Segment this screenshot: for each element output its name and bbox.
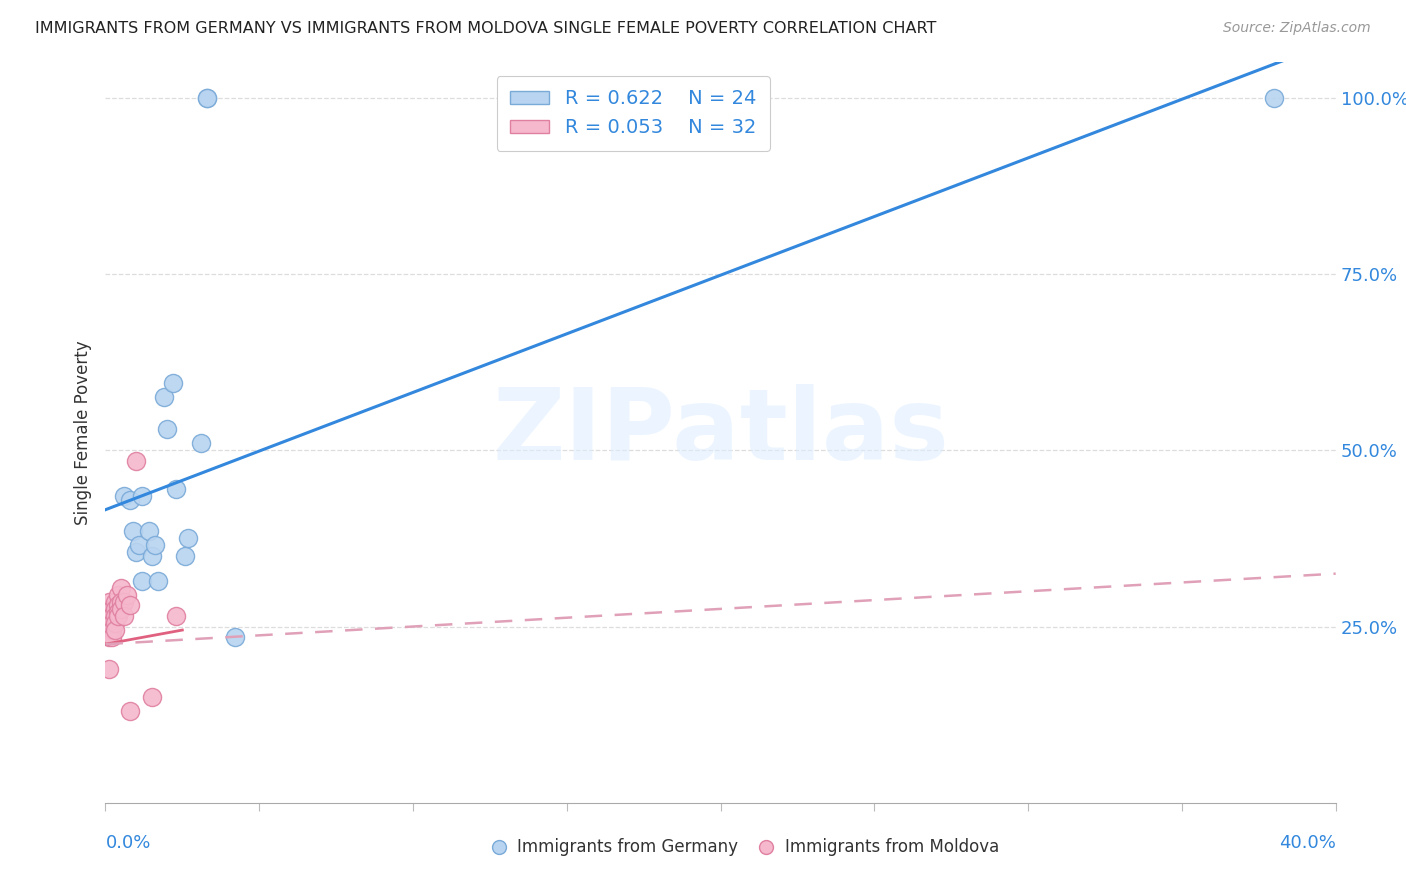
Point (107, 606, 129, 620)
Text: Immigrants from Germany: Immigrants from Germany (517, 838, 738, 856)
Point (141, 549, 163, 563)
Legend: R = 0.622    N = 24, R = 0.053    N = 32: R = 0.622 N = 24, R = 0.053 N = 32 (496, 76, 769, 151)
Point (174, 549, 197, 563)
Point (224, 630, 246, 644)
Point (143, 538, 166, 552)
Point (122, 524, 145, 539)
Point (146, 574, 169, 588)
Text: IMMIGRANTS FROM GERMANY VS IMMIGRANTS FROM MOLDOVA SINGLE FEMALE POVERTY CORRELA: IMMIGRANTS FROM GERMANY VS IMMIGRANTS FR… (35, 21, 936, 36)
Point (104, 615, 127, 630)
Point (128, 538, 150, 552)
Point (104, 595, 127, 609)
Point (165, 609, 187, 624)
Point (138, 524, 160, 539)
Point (97, 602, 120, 616)
Point (120, 599, 141, 613)
Point (141, 690, 163, 704)
Point (97, 595, 120, 609)
Point (104, 623, 127, 637)
Point (110, 581, 132, 595)
Point (125, 545, 148, 559)
Point (165, 482, 187, 496)
Point (131, 489, 153, 503)
Point (100, 602, 122, 616)
Point (104, 609, 127, 624)
Text: 40.0%: 40.0% (1279, 834, 1336, 852)
Point (120, 492, 141, 507)
Point (195, 91, 218, 105)
Point (107, 609, 129, 624)
Point (131, 574, 153, 588)
Point (125, 454, 148, 468)
Point (100, 615, 122, 630)
Point (110, 602, 132, 616)
Point (1263, 91, 1285, 105)
Point (488, 840, 510, 855)
Point (100, 609, 122, 624)
Point (115, 588, 138, 602)
Point (162, 376, 184, 391)
Point (120, 704, 141, 718)
Point (97, 662, 120, 676)
Point (100, 609, 122, 624)
Point (97, 615, 120, 630)
Text: Source: ZipAtlas.com: Source: ZipAtlas.com (1223, 21, 1371, 35)
Point (190, 436, 212, 450)
Point (107, 588, 129, 602)
Point (104, 602, 127, 616)
Point (97, 630, 120, 644)
Point (100, 623, 122, 637)
Text: Immigrants from Moldova: Immigrants from Moldova (785, 838, 998, 856)
Point (107, 599, 129, 613)
Y-axis label: Single Female Poverty: Single Female Poverty (75, 341, 93, 524)
Point (100, 630, 122, 644)
Point (112, 595, 135, 609)
Point (153, 390, 176, 404)
Point (100, 602, 122, 616)
Point (755, 840, 778, 855)
Point (195, 91, 218, 105)
Point (112, 489, 135, 503)
Point (177, 532, 200, 546)
Text: ZIPatlas: ZIPatlas (492, 384, 949, 481)
Point (156, 422, 179, 436)
Point (110, 595, 132, 609)
Text: 0.0%: 0.0% (105, 834, 150, 852)
Point (97, 609, 120, 624)
Point (112, 609, 135, 624)
Point (100, 609, 122, 624)
